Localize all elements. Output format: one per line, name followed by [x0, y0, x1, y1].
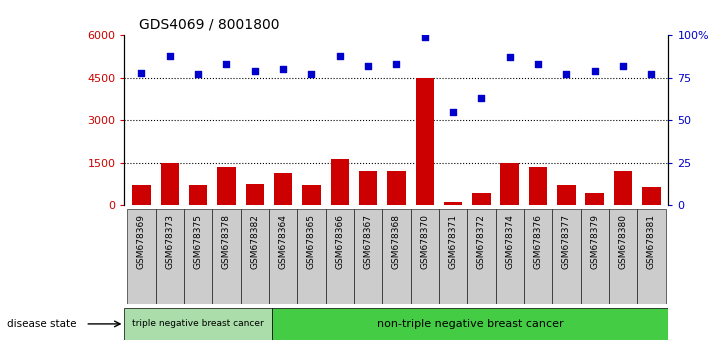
Bar	[189, 185, 208, 205]
Text: GSM678374: GSM678374	[506, 214, 514, 269]
Bar	[501, 163, 519, 205]
Text: GSM678381: GSM678381	[647, 214, 656, 269]
Bar	[269, 209, 297, 304]
Bar	[415, 78, 434, 205]
Bar	[331, 159, 349, 205]
Point	[589, 68, 600, 74]
Text: non-triple negative breast cancer: non-triple negative breast cancer	[377, 319, 563, 329]
Bar	[127, 209, 156, 304]
Point	[561, 72, 572, 77]
Text: GSM678369: GSM678369	[137, 214, 146, 269]
Bar	[326, 209, 354, 304]
Bar	[124, 308, 272, 340]
Point	[193, 72, 204, 77]
Point	[277, 67, 289, 72]
Text: triple negative breast cancer: triple negative breast cancer	[132, 319, 264, 329]
Bar	[184, 209, 213, 304]
Text: GSM678370: GSM678370	[420, 214, 429, 269]
Bar	[642, 187, 661, 205]
Bar	[217, 167, 235, 205]
Bar	[272, 308, 668, 340]
Point	[363, 63, 374, 69]
Bar	[245, 184, 264, 205]
Bar	[637, 209, 665, 304]
Point	[504, 55, 515, 60]
Text: GSM678380: GSM678380	[619, 214, 628, 269]
Bar	[496, 209, 524, 304]
Point	[136, 70, 147, 76]
Bar	[472, 193, 491, 205]
Bar	[213, 209, 240, 304]
Point	[419, 34, 430, 40]
Bar	[297, 209, 326, 304]
Text: GSM678373: GSM678373	[165, 214, 174, 269]
Point	[476, 96, 487, 101]
Text: GDS4069 / 8001800: GDS4069 / 8001800	[139, 18, 279, 32]
Text: GSM678368: GSM678368	[392, 214, 401, 269]
Text: GSM678377: GSM678377	[562, 214, 571, 269]
Point	[334, 53, 346, 59]
Bar	[444, 202, 462, 205]
Bar	[557, 185, 576, 205]
Point	[220, 62, 232, 67]
Bar	[410, 209, 439, 304]
Bar	[585, 193, 604, 205]
Bar	[354, 209, 383, 304]
Bar	[302, 185, 321, 205]
Text: GSM678371: GSM678371	[449, 214, 458, 269]
Point	[533, 62, 544, 67]
Bar	[614, 171, 632, 205]
Bar	[439, 209, 467, 304]
Bar	[132, 185, 151, 205]
Bar	[156, 209, 184, 304]
Text: GSM678376: GSM678376	[533, 214, 542, 269]
Text: GSM678382: GSM678382	[250, 214, 260, 269]
Text: GSM678375: GSM678375	[193, 214, 203, 269]
Bar	[359, 171, 378, 205]
Bar	[467, 209, 496, 304]
Bar	[609, 209, 637, 304]
Point	[646, 72, 657, 77]
Bar	[580, 209, 609, 304]
Bar	[529, 167, 547, 205]
Text: GSM678367: GSM678367	[363, 214, 373, 269]
Bar	[387, 171, 405, 205]
Text: GSM678366: GSM678366	[335, 214, 344, 269]
Bar	[274, 173, 292, 205]
Point	[306, 72, 317, 77]
Text: GSM678378: GSM678378	[222, 214, 231, 269]
Text: GSM678372: GSM678372	[477, 214, 486, 269]
Point	[447, 109, 459, 115]
Point	[390, 62, 402, 67]
Point	[617, 63, 629, 69]
Bar	[161, 163, 179, 205]
Bar	[524, 209, 552, 304]
Text: GSM678365: GSM678365	[307, 214, 316, 269]
Point	[164, 53, 176, 59]
Bar	[383, 209, 410, 304]
Text: GSM678379: GSM678379	[590, 214, 599, 269]
Bar	[552, 209, 580, 304]
Bar	[240, 209, 269, 304]
Point	[249, 68, 260, 74]
Text: GSM678364: GSM678364	[279, 214, 287, 269]
Text: disease state: disease state	[7, 319, 77, 329]
